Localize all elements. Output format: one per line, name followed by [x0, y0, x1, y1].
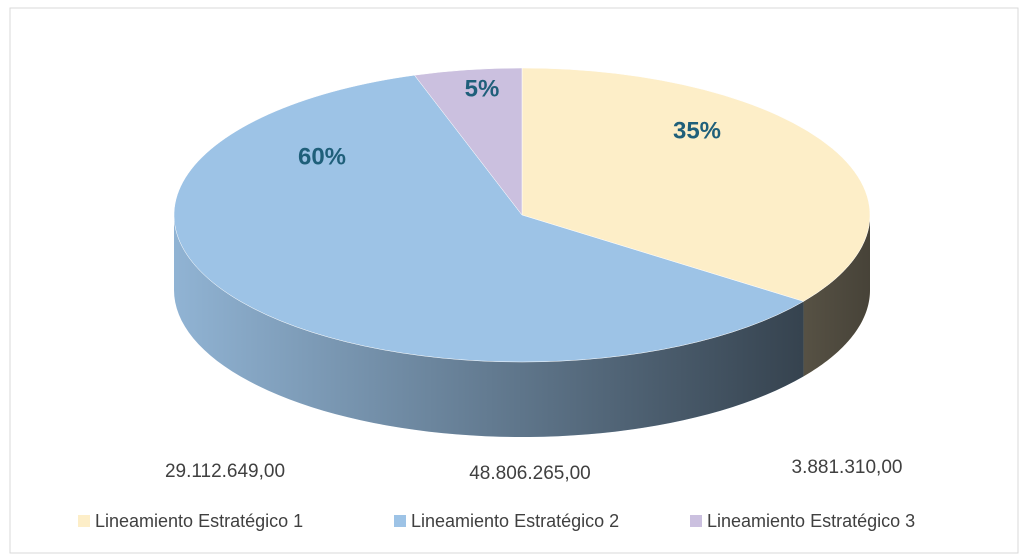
- data-label: 35%: [673, 117, 721, 144]
- slice: [521, 67, 871, 302]
- annotation: 29.112.649,00: [165, 461, 285, 482]
- legend-swatch: [394, 515, 406, 527]
- legend-swatch: [690, 515, 702, 527]
- slice-side-shade: [803, 215, 870, 377]
- legend-label: Lineamiento Estratégico 2: [411, 511, 619, 531]
- data-label: 5%: [465, 75, 500, 102]
- slice-side-shade: [174, 215, 804, 437]
- legend-swatch: [78, 515, 90, 527]
- annotation: 3.881.310,00: [792, 457, 903, 478]
- annotation: 48.806.265,00: [469, 463, 591, 484]
- legend-label: Lineamiento Estratégico 3: [707, 511, 915, 531]
- legend-label: Lineamiento Estratégico 1: [95, 511, 303, 531]
- slice: [414, 67, 523, 216]
- data-label: 60%: [298, 143, 346, 170]
- slice: [173, 74, 805, 363]
